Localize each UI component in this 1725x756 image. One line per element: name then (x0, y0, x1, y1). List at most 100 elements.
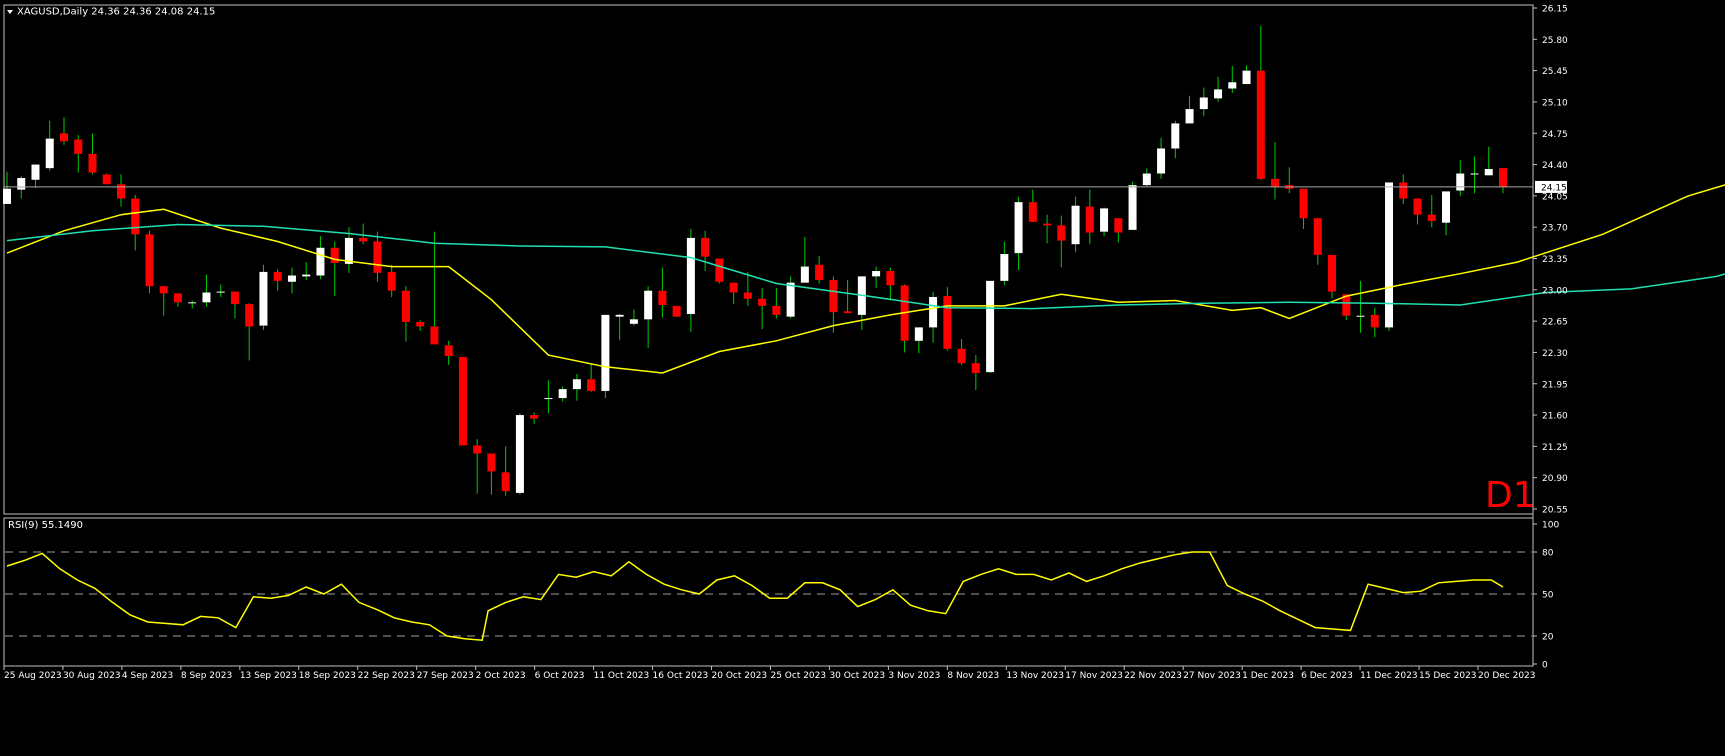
candle-bull[interactable] (686, 237, 695, 314)
candle-bull[interactable] (1228, 82, 1237, 89)
candle-bull[interactable] (188, 302, 197, 304)
candle-bull[interactable] (1185, 109, 1194, 124)
candle-bull[interactable] (515, 415, 524, 493)
candle-bull[interactable] (1385, 182, 1394, 328)
candle-bull[interactable] (1356, 315, 1365, 317)
candle-bear[interactable] (1256, 70, 1265, 179)
candle-bull[interactable] (287, 275, 296, 282)
candle-bear[interactable] (373, 241, 382, 273)
candle-bull[interactable] (316, 247, 325, 276)
candle-bull[interactable] (1470, 173, 1479, 175)
candle-bull[interactable] (629, 319, 638, 324)
candle-bull[interactable] (1142, 173, 1151, 186)
candle-bull[interactable] (558, 389, 567, 399)
candle-bear[interactable] (487, 453, 496, 472)
candle-bear[interactable] (273, 271, 282, 281)
candle-bear[interactable] (401, 290, 410, 323)
candle-bear[interactable] (1028, 202, 1037, 222)
collapse-triangle-icon[interactable] (7, 10, 13, 14)
candle-bear[interactable] (1370, 314, 1379, 328)
candle-bull[interactable] (1157, 148, 1166, 174)
candle-bear[interactable] (501, 472, 510, 492)
candle-bull[interactable] (1242, 70, 1251, 85)
candle-bear[interactable] (145, 234, 154, 287)
candle-bull[interactable] (1214, 89, 1223, 99)
candle-bear[interactable] (359, 237, 368, 242)
candle-bear[interactable] (416, 322, 425, 327)
candle-bear[interactable] (59, 133, 68, 142)
candle-bull[interactable] (259, 271, 268, 326)
candle-bear[interactable] (1427, 214, 1436, 221)
candle-bear[interactable] (1085, 206, 1094, 233)
candle-bear[interactable] (131, 198, 140, 235)
candle-bear[interactable] (116, 184, 125, 199)
candle-bull[interactable] (202, 292, 211, 303)
candle-bear[interactable] (245, 304, 254, 327)
candle-bull[interactable] (601, 314, 610, 391)
candle-bull[interactable] (872, 271, 881, 277)
candle-bear[interactable] (815, 264, 824, 280)
candle-bear[interactable] (430, 326, 439, 345)
candle-bull[interactable] (572, 379, 581, 390)
candle-bull[interactable] (3, 188, 11, 204)
candle-bear[interactable] (1043, 223, 1052, 226)
candle-bull[interactable] (45, 138, 54, 169)
candle-bull[interactable] (31, 164, 40, 180)
candle-bear[interactable] (1413, 198, 1422, 215)
candle-bear[interactable] (758, 298, 767, 306)
candle-bear[interactable] (1299, 188, 1308, 219)
candle-bear[interactable] (173, 293, 182, 303)
candle-bull[interactable] (1128, 185, 1137, 230)
candle-bull[interactable] (929, 296, 938, 328)
candle-bear[interactable] (843, 311, 852, 314)
candle-bear[interactable] (1271, 178, 1280, 187)
candle-bull[interactable] (1199, 97, 1208, 110)
candle-bear[interactable] (330, 247, 339, 263)
candle-bear[interactable] (1057, 225, 1066, 241)
candle-bear[interactable] (701, 237, 710, 257)
candle-bear[interactable] (743, 292, 752, 299)
candle-bull[interactable] (1071, 205, 1080, 245)
candle-bear[interactable] (1114, 218, 1123, 233)
candle-bear[interactable] (444, 345, 453, 357)
candle-bull[interactable] (615, 314, 624, 317)
candle-bull[interactable] (344, 237, 353, 264)
candle-bear[interactable] (829, 279, 838, 313)
candle-bear[interactable] (530, 415, 539, 419)
candle-bull[interactable] (1171, 123, 1180, 149)
candle-bull[interactable] (1014, 202, 1023, 254)
candle-bear[interactable] (458, 356, 467, 446)
candle-bull[interactable] (17, 177, 26, 190)
candle-bull[interactable] (216, 291, 225, 293)
candle-bear[interactable] (473, 445, 482, 454)
candle-bear[interactable] (971, 363, 980, 374)
candle-bull[interactable] (1484, 169, 1493, 176)
candle-bull[interactable] (786, 282, 795, 317)
candle-bear[interactable] (159, 286, 168, 294)
candle-bear[interactable] (74, 139, 83, 154)
candle-bull[interactable] (1442, 191, 1451, 223)
candle-bear[interactable] (102, 174, 111, 185)
candle-bear[interactable] (658, 290, 667, 306)
candle-bear[interactable] (230, 291, 239, 305)
candle-bear[interactable] (1313, 218, 1322, 255)
candle-bear[interactable] (1328, 254, 1337, 292)
candle-bear[interactable] (729, 282, 738, 293)
candle-bull[interactable] (1100, 208, 1109, 232)
candle-bull[interactable] (302, 274, 311, 277)
candle-bear[interactable] (1499, 168, 1507, 187)
candle-bull[interactable] (986, 280, 995, 373)
candle-bull[interactable] (800, 266, 809, 283)
candle-bear[interactable] (88, 153, 97, 173)
candle-bear[interactable] (1342, 294, 1351, 316)
candle-bull[interactable] (1000, 254, 1009, 281)
candle-bear[interactable] (587, 379, 596, 391)
candle-bear[interactable] (943, 296, 952, 349)
candle-bear[interactable] (672, 305, 681, 317)
candle-bear[interactable] (957, 348, 966, 364)
candle-bear[interactable] (886, 271, 895, 286)
candle-bear[interactable] (387, 271, 396, 291)
candle-bear[interactable] (772, 305, 781, 315)
candle-bear[interactable] (715, 258, 724, 282)
candle-bear[interactable] (1399, 182, 1408, 199)
